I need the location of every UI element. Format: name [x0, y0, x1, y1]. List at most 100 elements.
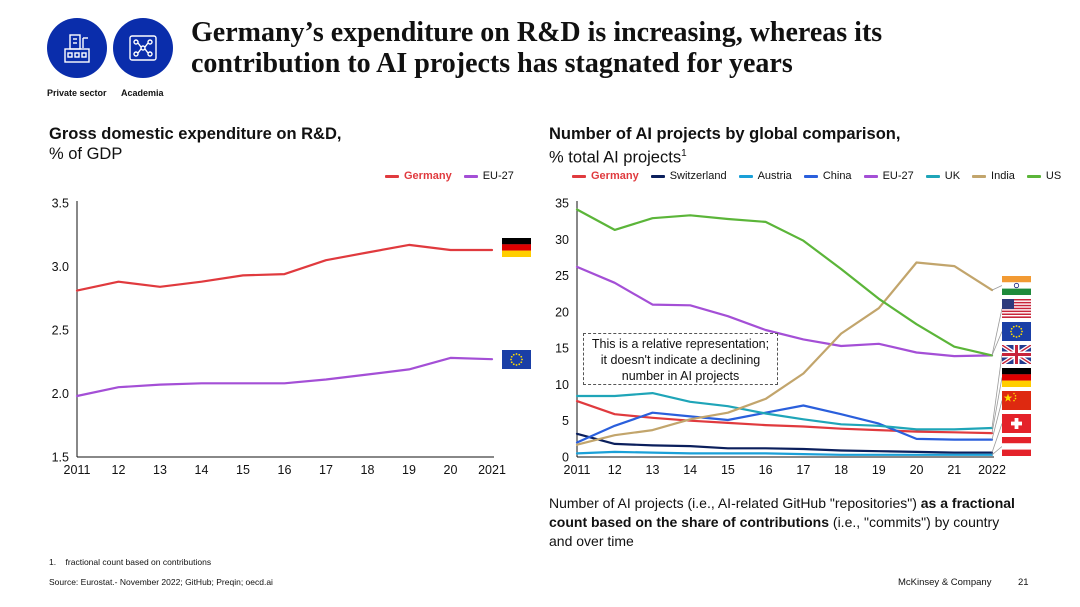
left-chart-x-tick-label: 16 [278, 463, 292, 477]
germany-flag-icon-right [1002, 368, 1031, 387]
right-chart-legend-item-germany: Germany [572, 170, 639, 182]
eu-star-icon [515, 353, 518, 355]
callout-line-3: number in AI projects [621, 369, 740, 383]
right-chart-x-tick-label: 19 [872, 463, 886, 477]
left-chart-x-tick-label: 20 [444, 463, 458, 477]
right-chart-x-tick-label: 15 [721, 463, 735, 477]
methodology-note: Number of AI projects (i.e., AI-related … [549, 494, 1019, 551]
right-chart-legend-swatch [803, 174, 818, 178]
right-chart-y-tick-label: 35 [555, 197, 569, 211]
right-chart-series-india [575, 261, 994, 446]
right-chart-x-tick-label: 16 [759, 463, 773, 477]
left-chart-x-tick-label: 2021 [478, 463, 506, 477]
eu-star-icon [1020, 333, 1023, 336]
right-chart-legend-item-us: US [1026, 170, 1061, 182]
right-chart-legend-label: Germany [591, 170, 639, 182]
right-chart-legend-swatch [738, 174, 753, 178]
uk-flag-icon [1002, 345, 1031, 364]
right-chart-legend-item-china: China [803, 170, 852, 182]
right-chart-legend-swatch [650, 174, 665, 178]
flag-connector-us [991, 308, 1003, 356]
left-chart-title: Gross domestic expenditure on R&D, % of … [49, 124, 341, 164]
left-chart-x-tick-label: 13 [153, 463, 167, 477]
right-chart-legend-label: Switzerland [669, 170, 727, 182]
academia-icon [113, 18, 173, 78]
right-chart-title: Number of AI projects by global comparis… [549, 124, 900, 168]
right-chart-legend-item-uk: UK [925, 170, 961, 182]
right-chart-legend-item-switzerland: Switzerland [650, 170, 727, 182]
left-chart-x-tick-label: 2011 [64, 463, 91, 477]
flag-connector-germany [991, 377, 1003, 434]
left-chart-legend-label: Germany [404, 170, 452, 182]
germany-flag-icon [502, 238, 531, 257]
private-sector-icon [47, 18, 107, 78]
right-chart-y-tick-label: 10 [555, 378, 569, 392]
left-chart-y-tick-label: 2.5 [52, 324, 69, 338]
left-chart-title-sub: % of GDP [49, 145, 123, 163]
note-text-2: (i.e., "commits") by country and over ti… [549, 514, 1000, 549]
left-chart-legend-swatch [463, 174, 478, 178]
eu-star-icon [510, 361, 513, 364]
right-chart-legend-label: China [822, 170, 852, 182]
right-chart-y-tick-label: 20 [555, 305, 569, 319]
right-chart-legend-label: Austria [757, 170, 792, 182]
right-chart-x-tick-label: 13 [646, 463, 660, 477]
eu-star-icon [1018, 335, 1021, 338]
right-chart-x-tick-label: 12 [608, 463, 622, 477]
eu-star-icon [1020, 327, 1023, 330]
left-chart-series-germany [75, 243, 494, 292]
page-title: Germany’s expenditure on R&D is increasi… [191, 17, 1071, 79]
right-chart-x-tick-label: 14 [683, 463, 697, 477]
eu-star-icon [1010, 330, 1012, 333]
left-chart-x-tick-label: 19 [402, 463, 416, 477]
right-chart-x-tick-label: 17 [796, 463, 810, 477]
private-sector-label: Private sector [47, 88, 107, 98]
right-chart-series-us [575, 208, 994, 357]
left-chart-series-eu-27 [75, 356, 494, 398]
right-chart-legend-swatch [863, 174, 878, 178]
right-chart-y-tick-label: 15 [555, 342, 569, 356]
eu-star-icon [520, 355, 523, 358]
austria-flag-icon [1002, 437, 1031, 456]
right-chart-legend-label: UK [944, 170, 961, 182]
eu-flag-icon [502, 350, 531, 369]
flag-connector-eu-27 [991, 331, 1003, 356]
right-chart-legend-item-eu-27: EU-27 [863, 170, 914, 182]
china-flag-icon [1002, 391, 1031, 410]
left-chart-legend-swatch [385, 174, 399, 178]
source-line: Source: Eurostat.- November 2022; GitHub… [49, 577, 273, 587]
eu-star-icon [1012, 335, 1015, 338]
eu-star-icon [518, 363, 521, 366]
callout-line-2: it doesn't indicate a declining [600, 353, 761, 367]
left-chart-legend-item-germany: Germany [385, 170, 452, 182]
note-text-1: Number of AI projects (i.e., AI-related … [549, 495, 921, 511]
right-chart-x-tick-label: 18 [834, 463, 848, 477]
eu-star-icon [510, 355, 513, 358]
eu-star-icon [510, 358, 512, 361]
right-chart-series-switzerland [575, 432, 994, 454]
right-chart-legend: Germany Switzerland Austria China EU-27 UK Ind… [572, 170, 1073, 182]
eu-star-icon [512, 353, 515, 356]
page-title-line-1: Germany’s expenditure on R&D is increasi… [191, 17, 883, 48]
eu-star-icon [1015, 325, 1018, 327]
note-text-bold: as a fractional count based on the share… [549, 495, 1015, 530]
right-chart-legend-swatch [972, 174, 987, 178]
eu-star-icon [512, 363, 515, 366]
flag-connector-austria [991, 446, 1003, 456]
right-chart-legend-label: India [991, 170, 1015, 182]
page-title-line-2: contribution to AI projects has stagnate… [191, 48, 793, 79]
right-chart-y-tick-label: 30 [555, 233, 569, 247]
eu-star-icon [515, 364, 518, 366]
right-chart-series-austria [575, 450, 994, 456]
footnote: 1. fractional count based on contributio… [49, 557, 212, 567]
eu-star-icon [1021, 330, 1023, 333]
left-chart-x-tick-label: 17 [319, 463, 333, 477]
eu-star-icon [1010, 333, 1013, 336]
left-chart-y-tick-label: 1.5 [52, 451, 69, 465]
flag-connector-uk [991, 354, 1003, 429]
left-chart-legend: Germany EU-27 [385, 170, 526, 182]
eu-star-icon [1012, 325, 1015, 328]
brand-name: McKinsey & Company [898, 577, 992, 588]
right-chart-legend-item-india: India [972, 170, 1015, 182]
left-chart-y-tick-label: 3.5 [52, 197, 69, 211]
